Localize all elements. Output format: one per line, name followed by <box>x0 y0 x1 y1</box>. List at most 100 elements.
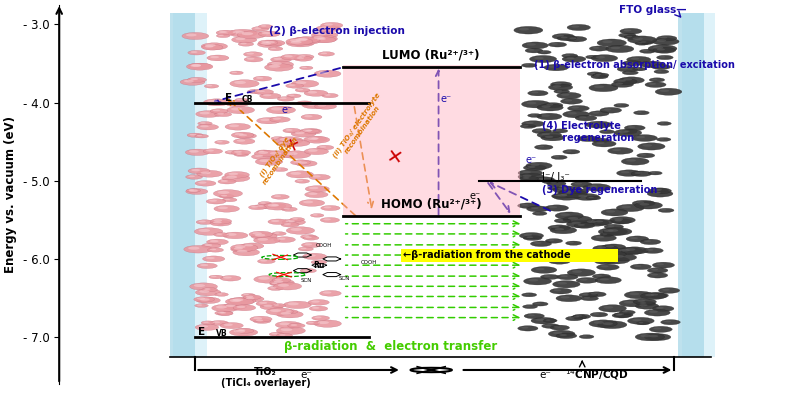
Ellipse shape <box>251 206 258 208</box>
Ellipse shape <box>634 172 642 174</box>
Ellipse shape <box>246 53 254 55</box>
Ellipse shape <box>632 135 658 141</box>
Ellipse shape <box>594 259 615 264</box>
Ellipse shape <box>202 256 225 262</box>
Ellipse shape <box>607 258 617 261</box>
Ellipse shape <box>218 311 225 313</box>
Ellipse shape <box>602 130 607 132</box>
Ellipse shape <box>273 137 278 139</box>
Ellipse shape <box>289 141 298 143</box>
Ellipse shape <box>274 232 280 234</box>
Ellipse shape <box>584 297 590 299</box>
Ellipse shape <box>552 226 560 228</box>
Ellipse shape <box>261 25 266 27</box>
Ellipse shape <box>215 311 233 316</box>
Ellipse shape <box>295 131 305 134</box>
Ellipse shape <box>271 137 285 140</box>
Ellipse shape <box>232 72 237 73</box>
Ellipse shape <box>294 56 313 61</box>
Ellipse shape <box>258 238 268 241</box>
Ellipse shape <box>234 245 246 248</box>
Ellipse shape <box>219 31 227 33</box>
Ellipse shape <box>614 255 624 258</box>
Ellipse shape <box>582 335 587 337</box>
Ellipse shape <box>204 288 210 290</box>
Ellipse shape <box>271 220 279 222</box>
Ellipse shape <box>571 222 581 224</box>
Ellipse shape <box>186 188 201 192</box>
Ellipse shape <box>291 37 320 45</box>
Bar <box>401 249 618 262</box>
Ellipse shape <box>286 227 314 234</box>
Ellipse shape <box>653 189 661 191</box>
Ellipse shape <box>607 225 614 227</box>
Ellipse shape <box>213 221 222 223</box>
Ellipse shape <box>214 112 232 117</box>
Ellipse shape <box>551 155 567 160</box>
Ellipse shape <box>642 248 663 253</box>
Ellipse shape <box>633 67 646 71</box>
Ellipse shape <box>610 47 621 49</box>
Ellipse shape <box>239 134 247 136</box>
Ellipse shape <box>290 217 305 221</box>
Ellipse shape <box>276 141 295 146</box>
Ellipse shape <box>596 74 602 75</box>
Text: e⁻: e⁻ <box>300 371 312 381</box>
Ellipse shape <box>575 115 597 121</box>
Ellipse shape <box>622 130 637 134</box>
Ellipse shape <box>550 227 577 234</box>
Ellipse shape <box>309 137 327 142</box>
Ellipse shape <box>300 268 317 273</box>
Ellipse shape <box>569 317 574 319</box>
Text: β-radiation  &  electron transfer: β-radiation & electron transfer <box>284 340 497 353</box>
Ellipse shape <box>290 41 302 44</box>
Ellipse shape <box>209 200 217 202</box>
Ellipse shape <box>592 141 616 147</box>
Ellipse shape <box>244 57 263 62</box>
Ellipse shape <box>652 192 661 194</box>
Ellipse shape <box>603 306 614 308</box>
Ellipse shape <box>566 150 572 152</box>
Ellipse shape <box>214 233 229 237</box>
Ellipse shape <box>640 302 646 304</box>
Ellipse shape <box>238 329 246 331</box>
Ellipse shape <box>306 254 316 257</box>
Ellipse shape <box>259 159 270 162</box>
Text: (4) Electrolyte
      regeneration: (4) Electrolyte regeneration <box>542 122 634 143</box>
Ellipse shape <box>523 235 542 240</box>
Ellipse shape <box>232 36 257 43</box>
Ellipse shape <box>653 306 674 311</box>
Ellipse shape <box>220 312 226 314</box>
Ellipse shape <box>202 44 223 50</box>
Ellipse shape <box>231 108 242 110</box>
Ellipse shape <box>662 289 670 291</box>
Ellipse shape <box>596 142 605 144</box>
Ellipse shape <box>538 178 546 179</box>
Ellipse shape <box>304 90 328 96</box>
Ellipse shape <box>186 175 202 179</box>
Ellipse shape <box>602 257 630 264</box>
Ellipse shape <box>203 149 222 154</box>
Ellipse shape <box>657 55 673 60</box>
Ellipse shape <box>528 114 542 117</box>
Ellipse shape <box>187 77 206 82</box>
Ellipse shape <box>602 233 607 235</box>
Ellipse shape <box>295 179 310 183</box>
Ellipse shape <box>274 58 282 60</box>
Ellipse shape <box>561 36 567 38</box>
Ellipse shape <box>603 229 614 232</box>
Ellipse shape <box>310 213 324 217</box>
Ellipse shape <box>203 322 209 323</box>
Ellipse shape <box>268 219 289 225</box>
Ellipse shape <box>567 269 595 276</box>
Ellipse shape <box>606 245 614 248</box>
Ellipse shape <box>206 85 212 86</box>
Ellipse shape <box>261 42 271 45</box>
Ellipse shape <box>315 33 326 36</box>
Ellipse shape <box>231 150 250 155</box>
Ellipse shape <box>272 232 286 236</box>
Ellipse shape <box>601 209 628 216</box>
Ellipse shape <box>254 319 271 324</box>
Ellipse shape <box>622 206 631 208</box>
Ellipse shape <box>535 319 544 321</box>
